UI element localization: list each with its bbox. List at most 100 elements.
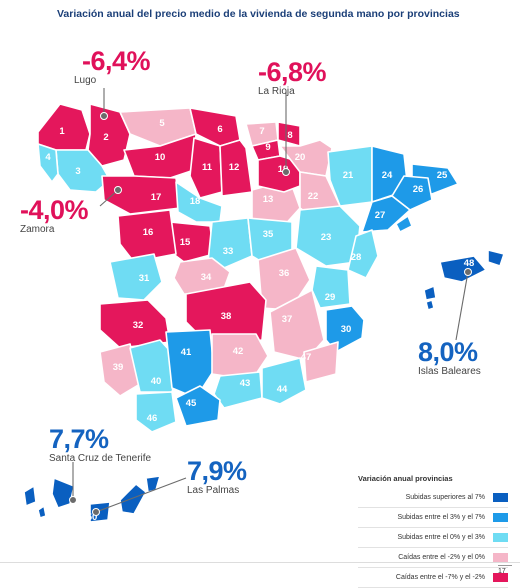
province-number-label: 32 [133,320,144,331]
province-33 [207,217,253,269]
legend-label: Subidas entre el 0% y el 3% [397,534,485,541]
province-44 [261,357,307,405]
province-number-label: 31 [139,273,150,284]
callout-name: La Rioja [258,86,295,97]
callout-value: -6,4% [82,46,151,76]
province-28 [347,229,379,279]
province-number-label: 8 [287,130,292,141]
province-number-label: 49 [63,475,74,486]
callout-leader-line [99,189,119,207]
island-shape [425,299,435,311]
island-shape [395,215,413,233]
province-number-label: 50 [87,512,98,523]
callout-leader-line [455,271,469,341]
callout-dot [114,186,122,194]
callout-dot [69,496,77,504]
province-number-label: 25 [437,170,448,181]
province-number-label: 21 [343,170,354,181]
island-shape [145,475,161,493]
island-shape [487,249,505,267]
province-number-label: 45 [186,398,197,409]
province-number-label: 29 [325,292,336,303]
callout-la-rioja: -6,8% La Rioja [258,57,327,98]
province-46 [135,391,177,433]
province-number-label: 18 [190,196,201,207]
province-number-label: 35 [263,229,274,240]
province-number-label: 11 [202,162,213,173]
province-number-label: 37 [282,314,293,325]
callout-leader-line [95,477,187,513]
legend-swatch [493,493,508,502]
province-49 [51,477,75,509]
province-number-label: 30 [341,324,352,335]
callout-value: 7,7% [49,424,109,454]
province-number-label: 28 [351,252,362,263]
province-43 [213,371,263,409]
map-title: Variación anual del precio medio de la v… [57,8,460,20]
province-12 [219,139,253,197]
province-number-label: 24 [382,170,393,181]
province-39 [99,343,141,397]
province-21 [327,145,373,207]
callout-dot [282,168,290,176]
callout-value: 8,0% [418,337,478,367]
province-41 [165,329,215,399]
province-number-label: 38 [221,311,232,322]
province-number-label: 34 [201,272,212,283]
callout-dot [464,268,472,276]
province-29 [311,265,351,309]
province-42 [211,333,269,381]
province-31 [109,253,163,301]
legend-label: Caídas entre el -2% y el 0% [398,554,485,561]
province-number-label: 5 [159,118,165,129]
province-number-label: 13 [263,194,274,205]
province-number-label: 12 [229,162,240,173]
legend-swatch [493,533,508,542]
province-number-label: 48 [464,258,475,269]
callout-name: Zamora [20,224,55,235]
province-number-label: 22 [308,191,319,202]
province-27 [361,195,411,233]
province-number-label: 43 [240,378,251,389]
legend-label: Subidas entre el 3% y el 7% [397,514,485,521]
province-11 [189,137,223,199]
province-number-label: 10 [155,152,166,163]
province-number-label: 7 [259,126,264,137]
province-number-label: 1 [59,126,65,137]
island-shape [23,485,37,507]
province-number-label: 27 [375,210,386,221]
province-number-label: 4 [45,152,51,163]
legend-item: Caídas entre el -7% y el -2% [358,568,508,588]
province-17 [101,175,181,215]
province-number-label: 47 [301,352,312,363]
province-48 [439,255,487,283]
province-number-label: 40 [151,376,162,387]
legend-swatch [493,513,508,522]
callout-name: Santa Cruz de Tenerife [49,453,152,464]
province-number-label: 46 [147,413,158,424]
footer-divider [0,562,520,563]
callout-value: -6,8% [258,57,327,87]
legend-label: Caídas entre el -7% y el -2% [395,574,485,581]
legend-item: Subidas entre el 0% y el 3% [358,528,508,548]
province-30 [325,305,365,353]
province-number-label: 26 [413,184,424,195]
province-number-label: 9 [265,142,270,153]
province-number-label: 42 [233,346,244,357]
callout-lugo: -6,4% Lugo [74,46,151,87]
page-number: 17 [498,565,512,575]
island-shape [37,505,47,519]
province-number-label: 16 [143,227,154,238]
province-number-label: 17 [151,192,162,203]
callout-santa-cruz-de-tenerife: 7,7% Santa Cruz de Tenerife [49,426,151,465]
province-number-label: 2 [103,132,108,143]
callout-zamora: -4,0% Zamora [20,195,89,236]
province-number-label: 33 [223,246,234,257]
legend-item: Caídas entre el -2% y el 0% [358,548,508,568]
province-number-label: 20 [295,152,306,163]
callout-name: Islas Baleares [418,366,481,377]
province-number-label: 3 [75,166,80,177]
callout-name: Lugo [74,75,97,86]
callout-value: -4,0% [20,195,89,225]
